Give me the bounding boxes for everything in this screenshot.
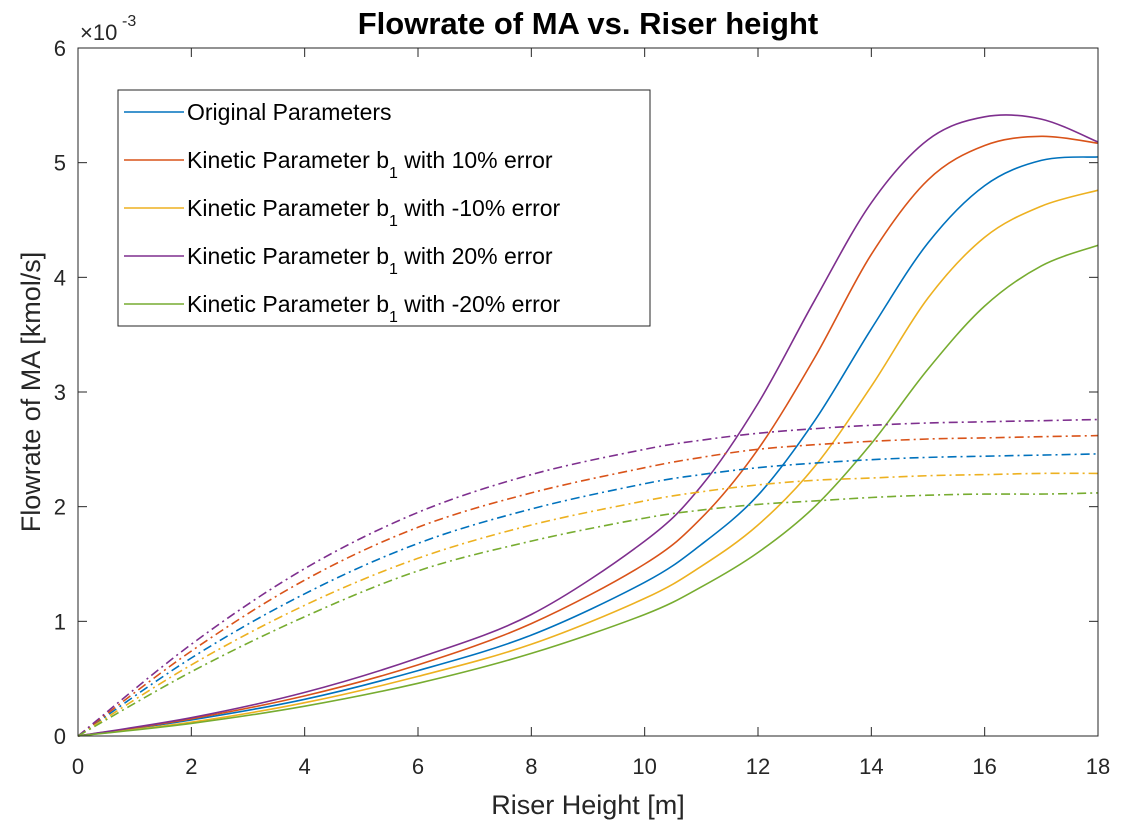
series-line-7-dashdot — [77, 472, 1099, 737]
x-tick-label: 18 — [1086, 754, 1110, 779]
legend-entry-label: Kinetic Parameter b1 with 10% error — [187, 147, 553, 182]
series-line-1-solid — [77, 135, 1099, 737]
x-tick-label: 0 — [72, 754, 84, 779]
y-tick-label: 3 — [54, 380, 66, 405]
x-tick-label: 6 — [412, 754, 424, 779]
series-line-8-dashdot — [77, 418, 1099, 737]
y-tick-label: 4 — [54, 265, 66, 290]
y-tick-label: 0 — [54, 724, 66, 749]
y-tick-label: 5 — [54, 151, 66, 176]
legend: Original Parameters Kinetic Parameter b1 … — [117, 89, 651, 327]
legend-entry-label: Kinetic Parameter b1 with -10% error — [187, 195, 561, 230]
x-tick-label: 14 — [859, 754, 883, 779]
legend-box — [117, 89, 651, 327]
legend-entry-label: Original Parameters — [187, 99, 392, 125]
series-layer — [77, 114, 1099, 737]
x-tick-label: 10 — [632, 754, 656, 779]
series-line-5-dashdot — [77, 453, 1099, 737]
y-tick-label: 2 — [54, 495, 66, 520]
y-exponent: ×10 -3 — [80, 13, 136, 45]
x-tick-label: 16 — [972, 754, 996, 779]
series-line-0-solid — [77, 156, 1099, 737]
y-exponent-power: -3 — [122, 13, 136, 30]
series-line-3-solid — [77, 114, 1099, 737]
y-tick-label: 1 — [54, 609, 66, 634]
x-axis-label: Riser Height [m] — [491, 790, 685, 820]
chart-title: Flowrate of MA vs. Riser height — [358, 6, 818, 41]
x-tick-label: 12 — [746, 754, 770, 779]
x-tick-label: 2 — [185, 754, 197, 779]
series-line-6-dashdot — [77, 434, 1099, 737]
x-tick-label: 4 — [299, 754, 311, 779]
series-line-2-solid — [77, 189, 1099, 737]
x-tick-label: 8 — [525, 754, 537, 779]
series-line-9-dashdot — [77, 492, 1099, 737]
legend-entry-label: Kinetic Parameter b1 with 20% error — [187, 243, 553, 278]
series-line-4-solid — [77, 244, 1099, 737]
legend-entry-label: Kinetic Parameter b1 with -20% error — [187, 291, 561, 326]
y-tick-label: 6 — [54, 36, 66, 61]
y-axis-label: Flowrate of MA [kmol/s] — [16, 252, 46, 533]
y-exponent-base: ×10 — [80, 20, 117, 45]
